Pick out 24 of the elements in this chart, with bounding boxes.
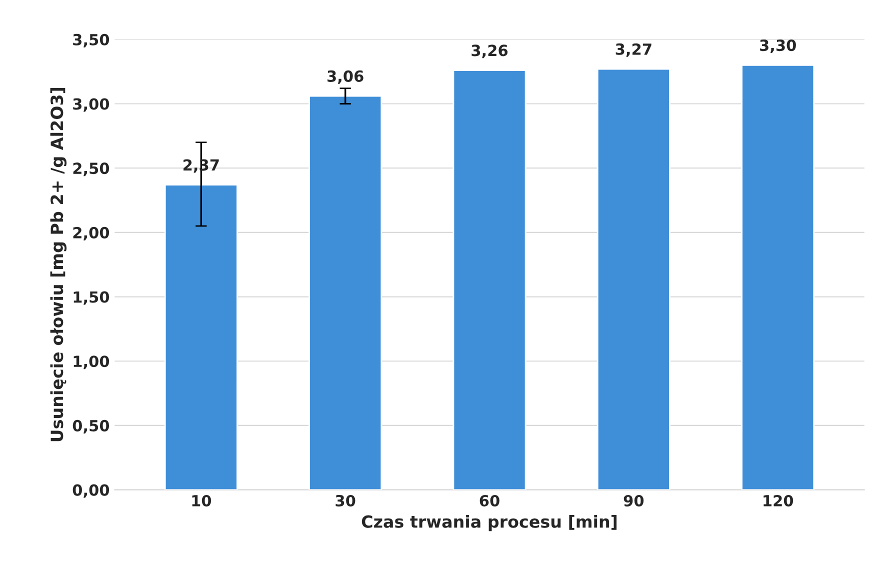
y-tick-label: 1,50 xyxy=(74,291,110,305)
y-tick-label: 0,50 xyxy=(72,420,110,434)
bar xyxy=(308,95,382,490)
y-tick-label: 2,50 xyxy=(73,162,110,176)
bar xyxy=(452,70,526,490)
y-tick-label: 2,00 xyxy=(73,226,110,240)
x-tick-label: 10 xyxy=(192,494,212,506)
y-axis-title: Usunięcie ołowiu [mg Pb 2+ /g Al2O3] xyxy=(50,88,67,442)
x-tick-label: 120 xyxy=(764,494,794,506)
x-axis-title: Czas trwania procesu [min] xyxy=(362,515,617,532)
x-tick-label: 60 xyxy=(480,494,500,506)
y-tick-label: 3,50 xyxy=(73,34,110,48)
data-label: 3,26 xyxy=(472,44,508,58)
x-tick-label: 30 xyxy=(336,494,356,506)
bar xyxy=(164,184,238,490)
bar xyxy=(741,64,815,490)
data-label: 3,06 xyxy=(328,70,364,84)
y-tick-label: 0,00 xyxy=(72,484,110,498)
y-tick-label: 3,00 xyxy=(73,98,110,112)
data-label: 3,27 xyxy=(616,43,652,57)
bar xyxy=(596,68,670,490)
y-tick-label: 1,00 xyxy=(74,356,110,370)
x-tick-label: 90 xyxy=(624,494,644,506)
data-label: 3,30 xyxy=(760,40,796,54)
